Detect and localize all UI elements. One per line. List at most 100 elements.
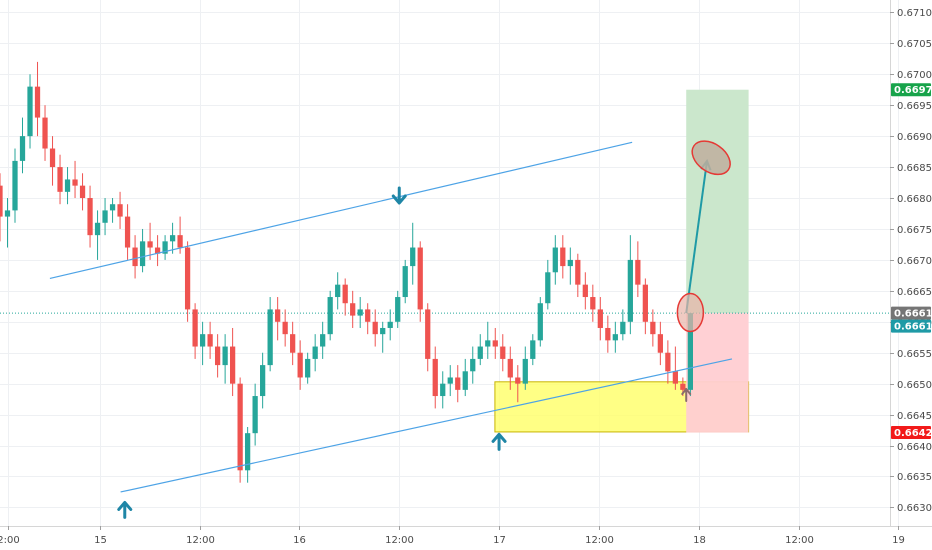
down-arrow-high [391, 186, 407, 205]
time-tick-label: 16 [293, 535, 306, 546]
price-badge [891, 426, 931, 440]
candle-body [192, 309, 198, 347]
take-profit-zone [686, 89, 749, 314]
candle-body [12, 160, 18, 211]
price-badge-label: 0.66614 [894, 309, 932, 320]
candle-body [64, 179, 71, 192]
candle-body [177, 235, 183, 248]
candle-body [650, 321, 656, 335]
candle-body [545, 272, 551, 304]
candle-body [620, 321, 626, 335]
candle-body [672, 371, 678, 384]
entry-ellipse [676, 292, 705, 333]
candle-body [267, 309, 273, 366]
candle-body [402, 266, 408, 298]
trend-drawings [49, 140, 733, 519]
candle-body [500, 346, 506, 359]
candle-body [147, 241, 153, 248]
candle-body [597, 309, 603, 328]
candle-body [27, 86, 33, 137]
candle-body [327, 297, 333, 335]
candle-body [297, 352, 303, 378]
candle-body [260, 365, 266, 397]
candle-body [612, 334, 618, 341]
candle-body [305, 358, 311, 378]
time-tick-label: 2:00 [0, 535, 20, 546]
candle-body [42, 117, 48, 149]
time-axis[interactable]: 2:00 15 12:00 16 12:00 17 12:00 18 12:00 19 [0, 526, 905, 546]
candle-body [387, 321, 393, 328]
time-tick-label: 12:00 [585, 535, 614, 546]
candle-body [184, 247, 191, 310]
candle-body [560, 247, 566, 267]
candle-body [665, 352, 671, 372]
candlestick-series [0, 61, 694, 483]
candle-body [342, 284, 348, 304]
up-arrow-entry [681, 387, 692, 402]
candle-body [132, 247, 138, 267]
candle-body [117, 204, 123, 217]
candle-body [507, 358, 513, 378]
candle-body [365, 309, 371, 322]
price-badge-label: 0.66614 [894, 322, 932, 333]
candle-body [605, 327, 611, 341]
price-tick-label: 0.67100 [897, 8, 932, 19]
candle-body [4, 210, 11, 217]
candle-body [335, 284, 341, 298]
candle-body [680, 383, 686, 390]
candle-body [139, 241, 146, 267]
price-badge [891, 319, 931, 333]
candle-body [417, 247, 423, 310]
time-tick-label: 12:00 [785, 535, 814, 546]
candle-body [102, 210, 108, 223]
time-tick-label: 15 [94, 535, 107, 546]
time-tick-label: 17 [493, 535, 506, 546]
candle-body [19, 136, 26, 161]
candle-body [357, 309, 363, 316]
candle-body [49, 148, 56, 168]
candle-body [124, 216, 131, 248]
candle-body [350, 303, 356, 316]
price-badge-label: 0.66975 [894, 85, 932, 96]
lower-trend [120, 358, 733, 493]
price-badge [891, 83, 931, 97]
time-tick-label: 12:00 [186, 535, 215, 546]
candle-body [575, 259, 581, 285]
candle-body [522, 358, 528, 384]
candle-body [237, 383, 243, 471]
candle-body [275, 309, 281, 322]
candle-body [214, 346, 221, 366]
up-arrow-low [117, 500, 133, 519]
stop-loss-zone [686, 313, 749, 433]
candle-body [87, 198, 93, 236]
candle-body [380, 327, 386, 335]
candle-body [252, 396, 258, 434]
candle-body [320, 334, 326, 347]
candle-body [162, 241, 168, 254]
candle-body [395, 297, 401, 322]
candle-body [425, 309, 431, 359]
candle-body [477, 346, 483, 359]
price-badge-label: 0.66421 [894, 428, 932, 439]
candle-body [34, 86, 41, 118]
candle-body [552, 247, 558, 273]
candle-body [485, 340, 491, 347]
candle-body [635, 259, 641, 285]
candle-body [72, 179, 78, 186]
price-badges: 0.66975 0.66614 0.66614 0.66421 [891, 83, 932, 440]
time-tick-label: 19 [892, 535, 905, 546]
